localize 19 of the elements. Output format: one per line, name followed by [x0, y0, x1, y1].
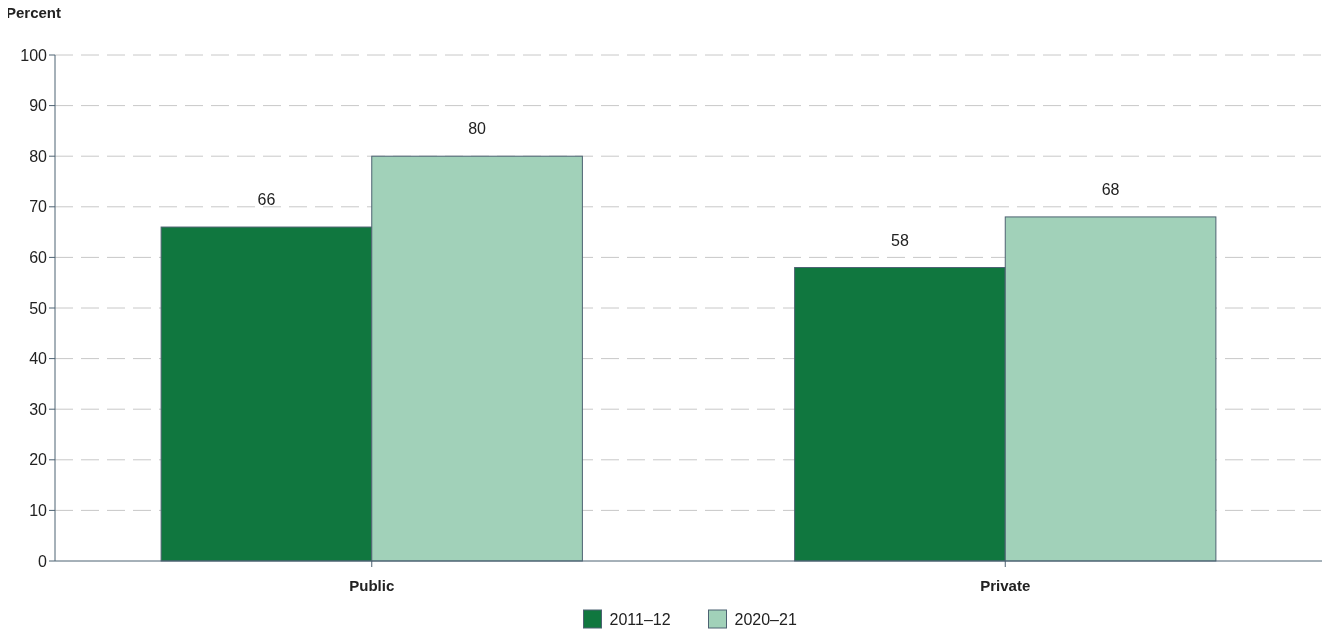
x-tick-label: Public — [349, 577, 395, 594]
y-tick-label: 40 — [29, 350, 48, 368]
y-tick-label: 60 — [29, 249, 48, 266]
x-tick-label: Private — [980, 577, 1031, 594]
data-label: 58 — [891, 231, 909, 249]
y-tick-label: 20 — [29, 451, 48, 469]
legend-label: 2020–21 — [734, 610, 797, 628]
y-tick-label: 100 — [20, 46, 48, 64]
y-tick-label: 80 — [29, 147, 48, 165]
data-label: 66 — [257, 191, 276, 209]
y-tick-label: 30 — [29, 400, 48, 418]
data-label: 80 — [468, 120, 487, 138]
y-tick-label: 50 — [29, 299, 48, 317]
data-label: 68 — [1101, 180, 1120, 198]
y-tick-label: 0 — [38, 552, 48, 570]
y-tick-label: 10 — [29, 502, 48, 519]
y-tick-label: 90 — [29, 97, 48, 115]
y-tick-label: 70 — [29, 198, 48, 216]
legend-label: 2011–12 — [609, 610, 671, 628]
